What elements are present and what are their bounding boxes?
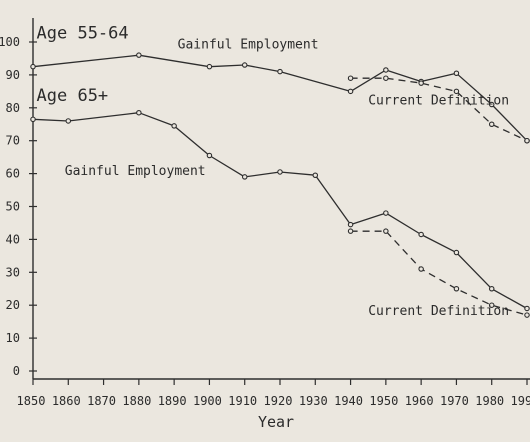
series-line [350,230,528,316]
data-point [383,228,389,234]
x-tick-label: 1950 [369,394,398,408]
data-point [418,231,424,238]
y-tick-label: 100 [0,35,20,49]
y-tick-label: 80 [6,101,20,115]
data-point [383,67,389,73]
axes: 0 10 20 30 40 50 60 70 80 90 100 1850 1860 1870 1880 18… [0,18,530,408]
x-tick-label: 1850 [17,394,46,408]
data-point [453,249,460,256]
data-point [418,80,424,86]
data-point [383,75,389,81]
x-tick-label: 1860 [52,394,81,408]
x-tick-label: 1960 [405,394,434,408]
x-axis-title: Year [258,413,294,431]
chart-annotation: Gainful Employment [65,164,206,179]
data-point [136,109,142,116]
data-point [383,210,389,216]
data-point [453,88,460,95]
data-point [171,123,177,129]
y-tick-label: 30 [6,265,20,279]
data-point [30,116,36,123]
data-point [453,70,460,77]
data-point [453,285,460,292]
series-age-65--gainful-employment [30,109,530,312]
data-point [347,221,354,228]
data-point [277,169,283,175]
x-tick-label: 1980 [475,394,504,408]
x-tick-label: 1900 [193,394,222,408]
data-point [241,174,248,180]
chart-annotation: Age 65+ [37,86,109,106]
data-point [347,88,354,95]
data-point [524,312,530,318]
data-point [488,101,495,108]
data-point [347,75,354,81]
y-tick-label: 70 [6,134,20,148]
chart-annotation: Current Definition [368,304,509,319]
series-age-65--current-definition [347,228,530,318]
data-point [488,302,495,308]
x-tick-label: 1940 [334,394,363,408]
data-point [277,68,283,75]
y-tick-label: 40 [6,232,20,246]
y-tick-label: 90 [6,68,20,82]
data-point [206,63,213,70]
series-line [350,77,528,142]
data-point [241,62,248,68]
annotation-layer: Age 55-64 Gainful Employment Current Defin… [37,24,510,319]
y-tick-label: 50 [6,200,20,214]
series-line [32,112,528,310]
chart-annotation: Gainful Employment [178,38,319,53]
y-tick-label: 10 [6,331,20,345]
y-tick-label: 60 [6,167,20,181]
data-point [206,152,213,159]
data-point [65,118,72,124]
x-tick-label: 1890 [158,394,187,408]
series-layer [30,52,530,318]
y-tick-label: 0 [13,364,20,378]
data-point [136,52,142,58]
data-point [418,266,424,272]
chart-annotation: Current Definition [368,94,509,109]
x-tick-label: 1880 [122,394,151,408]
x-tick-label: 1910 [228,394,257,408]
data-point [488,121,495,128]
data-point [488,285,495,292]
x-tick-label: 1930 [299,394,328,408]
data-point [524,305,530,312]
x-tick-label: 1970 [440,394,469,408]
series-age-55-64-current-definition [347,75,530,144]
data-point [347,228,354,234]
data-point [30,63,36,70]
x-tick-label: 1990 [511,394,530,408]
chart-annotation: Age 55-64 [37,24,129,44]
x-tick-label: 1870 [87,394,116,408]
data-point [312,172,319,178]
data-point [524,137,530,144]
x-tick-label: 1920 [264,394,293,408]
y-tick-label: 20 [6,298,20,312]
